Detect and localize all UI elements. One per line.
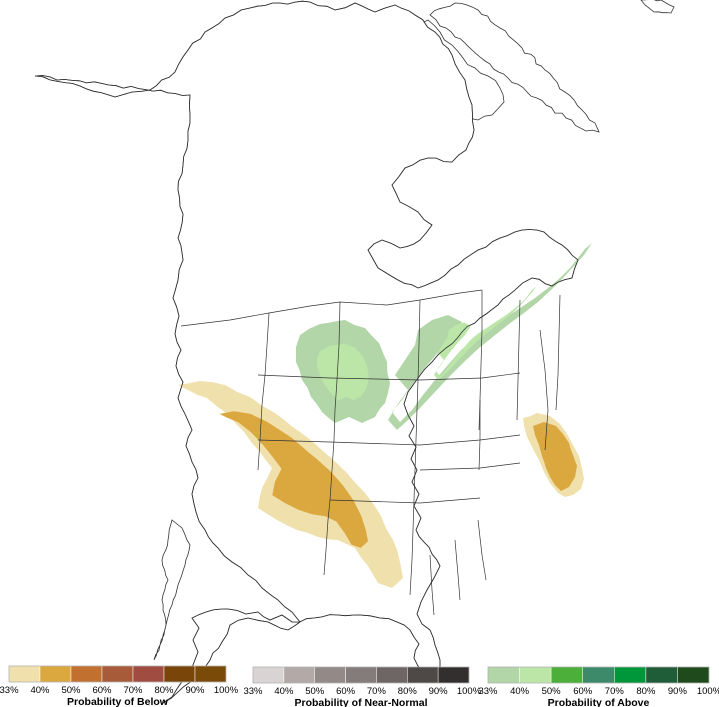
svg-text:100%: 100%	[697, 686, 719, 697]
svg-text:50%: 50%	[542, 686, 562, 697]
svg-text:100%: 100%	[214, 685, 239, 696]
svg-text:40%: 40%	[30, 685, 50, 696]
svg-text:50%: 50%	[61, 685, 81, 696]
svg-text:80%: 80%	[636, 686, 656, 697]
svg-text:90%: 90%	[429, 686, 449, 697]
svg-text:90%: 90%	[668, 686, 688, 697]
svg-text:80%: 80%	[154, 685, 174, 696]
svg-text:Probability of Below: Probability of Below	[67, 696, 169, 707]
svg-text:40%: 40%	[510, 686, 530, 697]
svg-text:90%: 90%	[185, 685, 205, 696]
svg-text:70%: 70%	[367, 686, 387, 697]
svg-text:Probability of Near-Normal: Probability of Near-Normal	[294, 697, 427, 707]
svg-text:Probability of Above: Probability of Above	[548, 697, 650, 707]
svg-text:50%: 50%	[305, 686, 325, 697]
svg-text:40%: 40%	[274, 686, 294, 697]
svg-text:70%: 70%	[605, 686, 625, 697]
svg-text:80%: 80%	[398, 686, 418, 697]
svg-text:70%: 70%	[123, 685, 143, 696]
svg-text:33%: 33%	[0, 685, 19, 696]
svg-text:33%: 33%	[478, 686, 498, 697]
svg-text:60%: 60%	[573, 686, 593, 697]
svg-text:60%: 60%	[92, 685, 112, 696]
svg-text:60%: 60%	[336, 686, 356, 697]
svg-text:33%: 33%	[243, 686, 263, 697]
